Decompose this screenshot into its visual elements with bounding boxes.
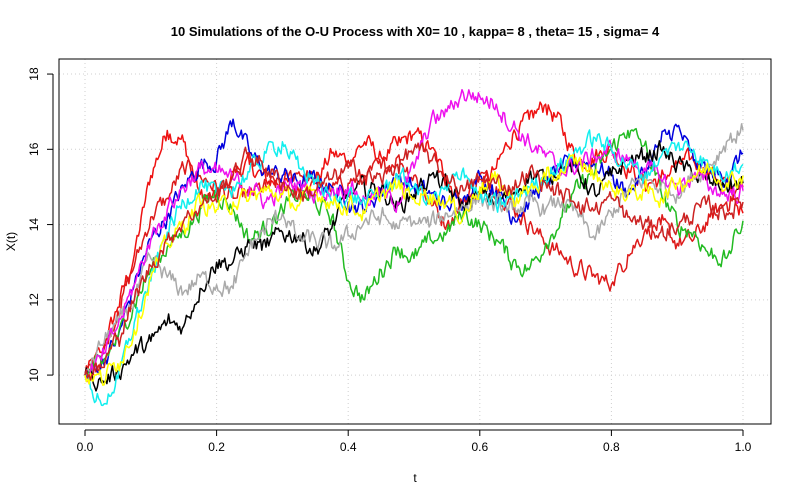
x-tick-label: 0.2 <box>208 440 225 454</box>
x-tick-label: 0.8 <box>603 440 620 454</box>
x-axis: 0.0 0.2 0.4 0.6 0.8 1.0 <box>77 429 752 454</box>
series-line-red-2 <box>84 154 744 376</box>
x-tick-label: 1.0 <box>735 440 752 454</box>
y-tick-label: 10 <box>27 368 41 382</box>
series-line-black <box>84 140 744 392</box>
x-tick-label: 0.4 <box>340 440 357 454</box>
y-axis: 10 12 14 16 18 <box>27 67 54 382</box>
plot-frame <box>58 58 772 425</box>
x-tick-label: 0.6 <box>471 440 488 454</box>
x-tick-label: 0.0 <box>77 440 94 454</box>
y-tick-label: 16 <box>27 142 41 156</box>
y-tick-label: 14 <box>27 218 41 232</box>
series-line-yellow <box>84 153 744 386</box>
series-line-gray <box>84 123 744 376</box>
series-group <box>84 88 744 407</box>
x-axis-label: t <box>413 471 417 485</box>
chart-title: 10 Simulations of the O-U Process with X… <box>171 24 660 39</box>
y-tick-label: 12 <box>27 293 41 307</box>
series-line-red <box>84 101 744 376</box>
y-tick-label: 18 <box>27 67 41 81</box>
y-axis-label: X(t) <box>4 232 18 251</box>
series-line-red-3 <box>84 142 744 381</box>
series-line-cyan <box>84 129 744 407</box>
